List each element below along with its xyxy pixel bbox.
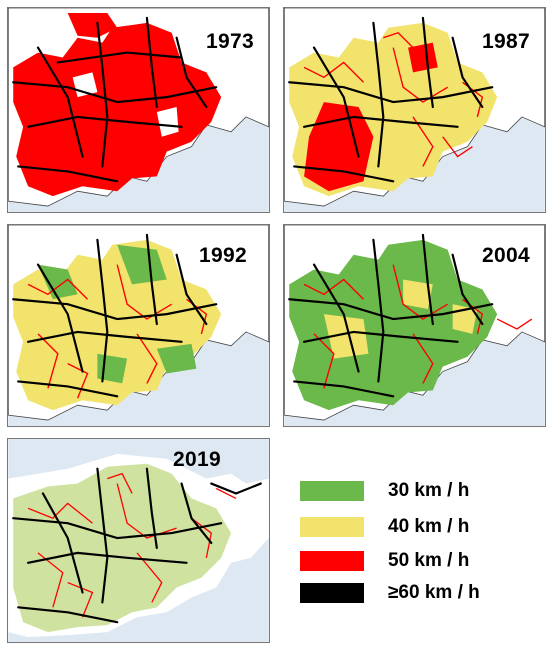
year-label: 1973 [206,30,254,53]
speed-legend: 30 km / h 40 km / h 50 km / h ≥60 km / h [300,480,540,612]
map-panel-1992: 1992 [7,224,270,427]
year-label: 1987 [482,30,530,53]
year-label: 1992 [199,244,247,267]
legend-item-60: ≥60 km / h [300,582,540,604]
legend-swatch-40 [300,517,364,537]
speed-limit-map-2019 [8,439,269,642]
legend-swatch-60 [300,583,364,603]
map-panel-1973: 1973 [7,7,270,213]
legend-label-50: 50 km / h [388,550,470,571]
legend-swatch-30 [300,481,364,501]
legend-label-60: ≥60 km / h [388,582,480,603]
legend-item-30: 30 km / h [300,480,540,502]
map-panel-2019: 2019 [7,438,270,643]
map-panel-2004: 2004 [283,224,546,427]
speed-limit-map-2004 [284,225,545,426]
map-panel-1987: 1987 [283,7,546,213]
speed-limit-map-1973 [8,8,269,212]
year-label: 2019 [173,448,221,471]
legend-label-30: 30 km / h [388,480,470,501]
speed-limit-map-1987 [284,8,545,212]
legend-swatch-50 [300,551,364,571]
legend-item-50: 50 km / h [300,550,540,572]
legend-label-40: 40 km / h [388,516,470,537]
year-label: 2004 [482,244,530,267]
legend-item-40: 40 km / h [300,516,540,538]
speed-limit-map-1992 [8,225,269,426]
